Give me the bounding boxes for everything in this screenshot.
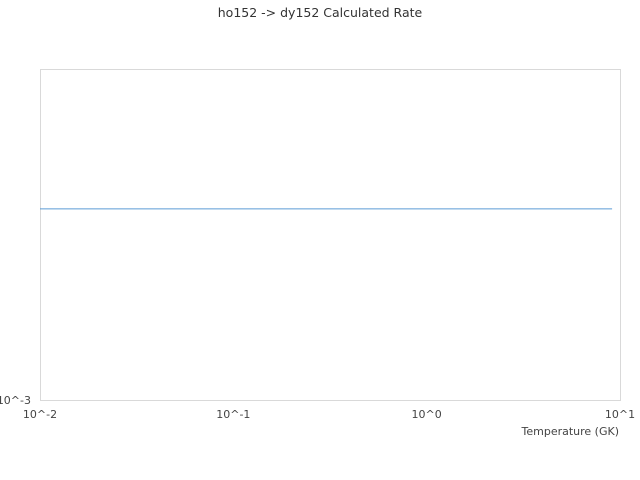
y-tick-label: 10^-3 [0,394,31,407]
x-tick-label: 10^1 [605,408,635,421]
x-tick-label: 10^0 [412,408,442,421]
x-axis-label: Temperature (GK) [521,425,620,438]
x-tick-label: 10^-1 [216,408,250,421]
plot-area [40,69,621,401]
chart-title: ho152 -> dy152 Calculated Rate [217,5,423,20]
x-tick-label: 10^-2 [23,408,57,421]
